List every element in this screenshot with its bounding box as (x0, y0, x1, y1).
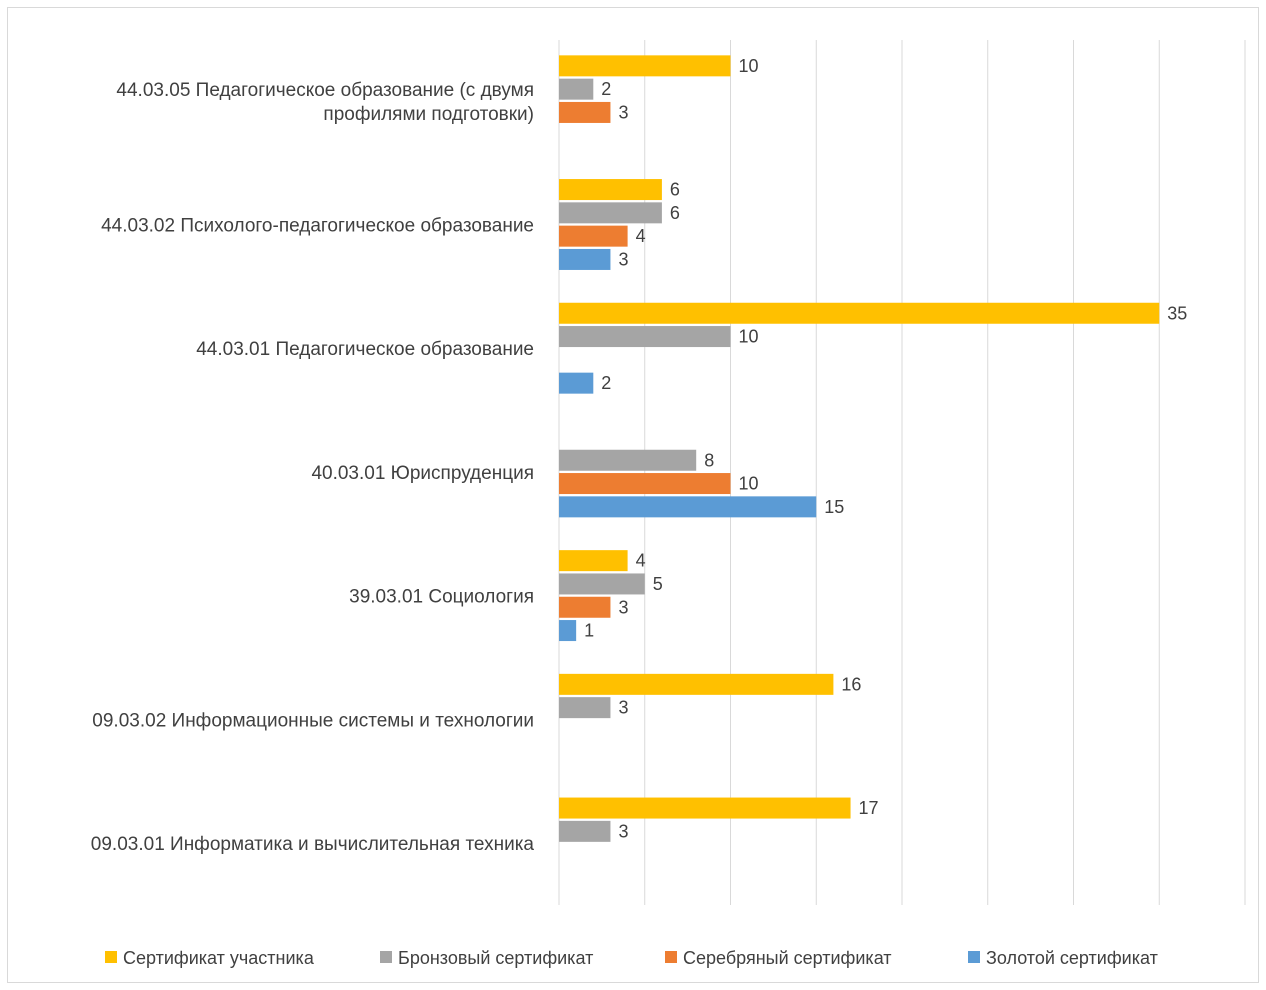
data-label-2-1: 3 (618, 698, 628, 718)
category-label-6-1: профилями подготовки) (323, 104, 534, 125)
gridlines (558, 40, 1246, 905)
data-label-1-6: 3 (618, 102, 628, 122)
bar-0-2 (559, 620, 577, 642)
bar-1-3 (559, 473, 731, 495)
category-label-1-0: 09.03.02 Информационные системы и технол… (92, 710, 534, 731)
data-label-3-4: 35 (1167, 303, 1187, 323)
category-label-5-0: 44.03.02 Психолого-педагогическое образо… (101, 216, 534, 237)
bar-2-3 (559, 449, 697, 471)
data-label-2-3: 8 (704, 450, 714, 470)
bar-3-0 (559, 797, 851, 819)
bar-1-6 (559, 101, 611, 123)
bar-3-2 (559, 550, 628, 572)
bar-2-2 (559, 573, 645, 595)
data-label-2-6: 2 (601, 79, 611, 99)
data-label-3-1: 16 (841, 674, 861, 694)
data-label-2-0: 3 (618, 821, 628, 841)
category-label-4-0: 44.03.01 Педагогическое образование (196, 339, 534, 360)
data-label-1-2: 3 (618, 597, 628, 617)
category-label-6-0: 44.03.05 Педагогическое образование (с д… (116, 80, 534, 101)
data-label-3-2: 4 (636, 551, 646, 571)
bar-3-1 (559, 673, 834, 695)
legend-swatch-3 (968, 951, 980, 963)
data-label-1-5: 4 (636, 226, 646, 246)
legend-label-3: Золотой сертификат (986, 948, 1158, 968)
legend-swatch-0 (105, 951, 117, 963)
data-label-2-2: 5 (653, 574, 663, 594)
category-label-2-0: 39.03.01 Социология (349, 587, 534, 608)
data-label-3-5: 6 (670, 180, 680, 200)
legend-label-1: Бронзовый сертификат (398, 948, 593, 968)
bar-2-0 (559, 820, 611, 842)
chart-frame (7, 7, 1259, 983)
data-label-1-3: 10 (739, 474, 759, 494)
bar-0-3 (559, 496, 817, 518)
bar-2-4 (559, 326, 731, 348)
bar-1-5 (559, 225, 628, 247)
legend-label-2: Серебряный сертификат (683, 948, 892, 968)
legend-swatch-1 (380, 951, 392, 963)
bar-0-5 (559, 248, 611, 270)
bar-2-5 (559, 202, 662, 224)
data-label-2-5: 6 (670, 203, 680, 223)
category-label-0-0: 09.03.01 Информатика и вычислительная те… (91, 834, 535, 855)
bar-2-1 (559, 697, 611, 719)
data-label-3-6: 10 (739, 56, 759, 76)
bar-0-4 (559, 372, 594, 394)
bar-2-6 (559, 78, 594, 100)
bar-3-6 (559, 55, 731, 77)
data-label-0-4: 2 (601, 373, 611, 393)
category-label-3-0: 40.03.01 Юриспруденция (311, 463, 534, 484)
legend: Сертификат участника Бронзовый сертификат… (105, 948, 1158, 968)
data-label-3-0: 17 (859, 798, 879, 818)
data-label-0-3: 15 (824, 497, 844, 517)
legend-label-0: Сертификат участника (123, 948, 315, 968)
bar-3-5 (559, 179, 662, 201)
bar-1-2 (559, 596, 611, 618)
bars (559, 55, 1160, 842)
data-label-2-4: 10 (739, 327, 759, 347)
bar-3-4 (559, 302, 1160, 324)
data-label-0-2: 1 (584, 621, 594, 641)
category-labels: 09.03.01 Информатика и вычислительная те… (91, 80, 535, 855)
legend-swatch-2 (665, 951, 677, 963)
data-label-0-5: 3 (618, 249, 628, 269)
